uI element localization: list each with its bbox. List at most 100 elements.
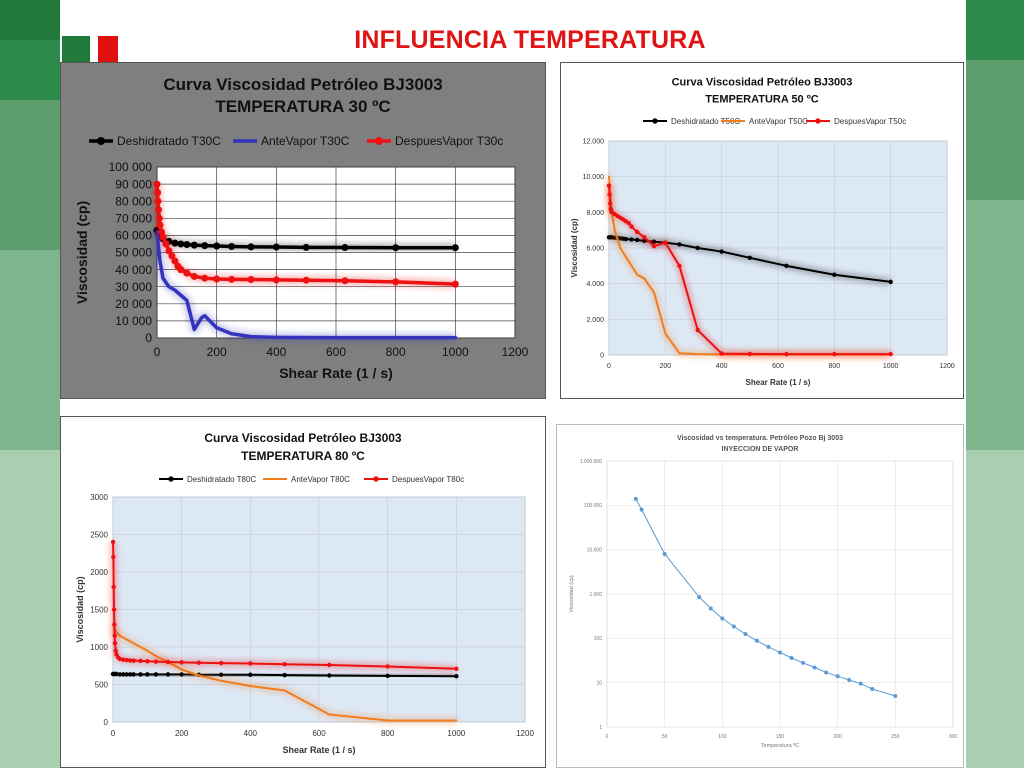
y-axis-label: Viscosidad (cp) [570, 218, 579, 277]
data-point [634, 229, 640, 235]
data-point [131, 672, 136, 677]
title-bar [60, 0, 966, 62]
y-tick-label: 2000 [90, 568, 108, 577]
x-tick-label: 300 [949, 734, 958, 740]
data-point [708, 606, 713, 611]
y-tick-label: 0 [600, 352, 604, 359]
y-tick-label: 10 000 [115, 314, 152, 328]
data-point [392, 278, 400, 286]
chart-panel-80c: 0 500 1000 1500 2000 2500 3000 0 200 400 600 800 100… [60, 416, 546, 768]
data-point [695, 327, 700, 333]
data-point [341, 244, 349, 252]
data-point [695, 245, 700, 251]
y-tick-label: 30 000 [115, 280, 152, 294]
data-point [131, 658, 136, 663]
x-tick-label: 100 [718, 734, 727, 740]
data-point [117, 656, 123, 662]
data-point [677, 263, 682, 269]
data-point [111, 554, 116, 560]
x-tick-label: 800 [828, 363, 840, 370]
data-point [282, 662, 287, 667]
data-point [153, 672, 159, 677]
data-point [114, 671, 119, 677]
chart-80c: 0 500 1000 1500 2000 2500 3000 0 200 400 600 800 100… [75, 431, 534, 755]
data-point [248, 672, 253, 677]
chart-50c: 0 2.000 4.000 6.000 8.000 10.000 12.000 0 200 400… [570, 76, 955, 387]
x-axis-label: Temperatura ºC [761, 742, 799, 749]
chart-title: Curva Viscosidad Petróleo BJ3003 [672, 76, 853, 88]
data-point [385, 673, 390, 679]
series-line-2 [155, 230, 458, 340]
data-point [663, 240, 668, 245]
x-tick-label: 250 [891, 734, 900, 740]
data-point [201, 242, 209, 250]
data-point [720, 616, 725, 621]
data-point [183, 240, 191, 248]
data-point [179, 660, 184, 665]
legend-marker [375, 137, 383, 145]
data-point [835, 674, 840, 679]
x-tick-label: 1200 [516, 729, 534, 738]
data-point [272, 243, 280, 251]
data-point [629, 237, 634, 242]
data-point [218, 660, 224, 666]
y-axis-label: Viscosidad (cp) [74, 201, 90, 304]
chart-panel-50c: 0 2.000 4.000 6.000 8.000 10.000 12.000 0 200 400… [560, 62, 964, 399]
data-point [870, 686, 875, 691]
legend-marker [652, 118, 658, 124]
x-tick-label: 1000 [442, 345, 469, 359]
data-point [124, 672, 129, 677]
x-tick-label: 200 [833, 734, 842, 740]
data-point [341, 277, 349, 285]
chart-subtitle: TEMPERATURA 50 ºC [705, 93, 818, 105]
data-point [213, 275, 221, 283]
data-point [747, 255, 753, 261]
data-point [832, 272, 837, 277]
x-tick-label: 800 [381, 729, 395, 738]
data-point [824, 670, 829, 675]
data-point [731, 624, 736, 629]
y-tick-label: 6.000 [586, 245, 604, 252]
legend-label: Deshidratado T80C [187, 475, 256, 484]
data-point [639, 507, 644, 512]
y-tick-label: 1.000.000 [580, 459, 602, 465]
legend-marker [168, 476, 174, 482]
flag-red-block [98, 36, 118, 64]
data-point [629, 224, 634, 229]
data-point [888, 279, 893, 285]
data-point [812, 665, 817, 670]
data-point [121, 657, 126, 662]
data-point [138, 658, 143, 664]
y-tick-label: 500 [95, 680, 109, 689]
data-point [145, 672, 150, 677]
x-tick-label: 600 [312, 729, 326, 738]
data-point [213, 242, 221, 250]
y-tick-label: 0 [104, 718, 109, 727]
data-point [201, 274, 209, 282]
data-point [778, 650, 782, 655]
data-point [677, 242, 682, 247]
data-point [248, 661, 253, 666]
data-point [302, 276, 310, 284]
data-point [154, 206, 162, 214]
data-point [801, 660, 806, 665]
legend-label: Deshidratado T30C [117, 134, 221, 148]
data-point [247, 276, 255, 284]
data-point [113, 648, 118, 653]
x-tick-label: 200 [659, 363, 671, 370]
x-tick-label: 200 [207, 345, 227, 359]
y-tick-label: 0 [145, 331, 152, 345]
data-point [127, 658, 133, 663]
data-point [606, 183, 612, 188]
data-point [196, 660, 202, 665]
data-point [159, 233, 167, 241]
data-point [272, 276, 280, 284]
data-point [153, 180, 161, 188]
data-point [117, 672, 123, 677]
x-tick-label: 200 [175, 729, 189, 738]
data-point [766, 644, 771, 649]
y-tick-label: 50 000 [115, 246, 152, 260]
x-axis-label: Shear Rate (1 / s) [746, 378, 811, 387]
data-point [171, 257, 179, 265]
y-tick-label: 1 [599, 725, 602, 731]
